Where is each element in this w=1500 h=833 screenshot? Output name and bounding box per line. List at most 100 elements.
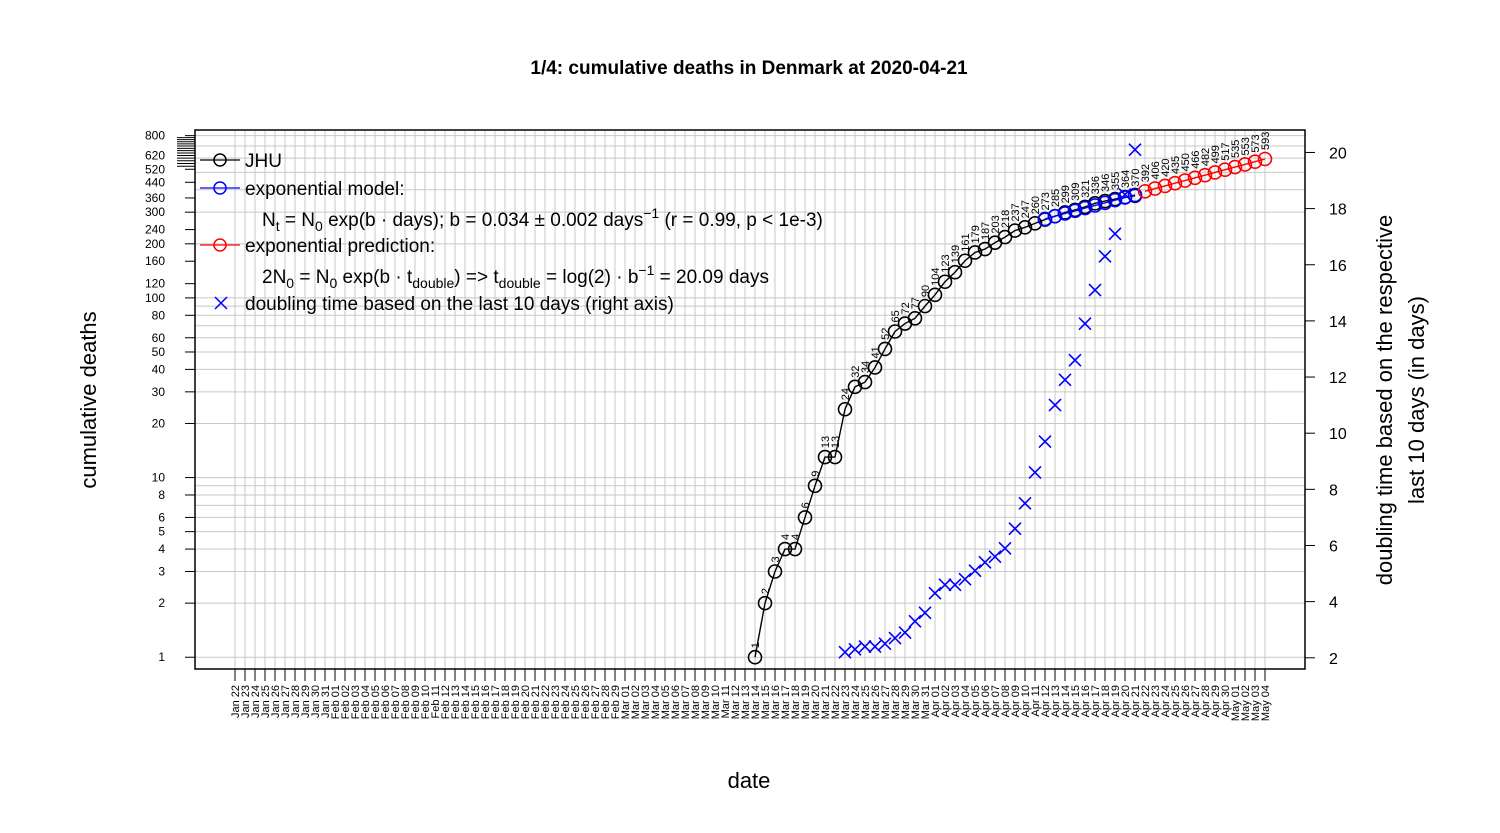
y-tick-label-right: 20: [1329, 145, 1347, 162]
x-tick-label: Apr 22: [1140, 685, 1152, 717]
data-label: 4: [790, 534, 802, 540]
x-tick-label: Apr 20: [1120, 685, 1132, 717]
y-tick-label-left: 100: [145, 291, 165, 305]
point-circle-1: [1067, 203, 1083, 219]
legend-marker-doubling: [214, 296, 228, 310]
x-tick-label: Apr 08: [1000, 685, 1012, 717]
chart-title: 1/4: cumulative deaths in Denmark at 202…: [530, 58, 968, 79]
plot-frame: [194, 129, 1306, 670]
y-tick-label-right: 14: [1329, 314, 1347, 331]
x-tick-label: Apr 19: [1110, 685, 1122, 717]
x-tick-label: Feb 26: [580, 685, 592, 719]
y-tick-label-left: 3: [158, 565, 165, 579]
x-tick-label: Feb 25: [570, 685, 582, 719]
point-circle-1: [1117, 190, 1133, 205]
point-circle-2: [1177, 173, 1193, 188]
data-label: 336: [1090, 176, 1102, 194]
data-label: 34: [860, 361, 872, 373]
x-tick-label: Apr 02: [940, 685, 952, 717]
y-tick-label-right: 12: [1329, 370, 1347, 387]
x-tick-label: Feb 22: [540, 685, 552, 719]
x-tick-label: Apr 10: [1020, 685, 1032, 717]
x-tick-label: Mar 24: [850, 685, 862, 719]
cross-stroke: [898, 625, 912, 640]
x-tick-label: Apr 14: [1060, 685, 1072, 717]
point-circle-0: [887, 324, 903, 339]
x-tick-label: Apr 03: [950, 685, 962, 717]
point-circle-0: [907, 310, 923, 326]
x-tick-label: Feb 21: [530, 685, 542, 719]
data-label: 179: [970, 225, 982, 243]
point-circle-0: [837, 401, 853, 417]
data-labels: 1234469131324323441526572779010412313916…: [750, 132, 1272, 649]
point-cross-3: [1008, 522, 1022, 536]
cross-stroke: [858, 639, 872, 654]
cross-stroke: [1088, 283, 1102, 297]
data-label: 466: [1190, 150, 1202, 168]
y-axis-right-label-line2: last 10 days (in days): [1404, 296, 1429, 504]
data-label: 450: [1180, 153, 1192, 171]
x-tick-label: Mar 27: [880, 685, 892, 719]
x-tick-label: Apr 30: [1220, 685, 1232, 717]
y-tick-label-left: 80: [152, 308, 166, 322]
x-tick-label: Feb 28: [600, 685, 612, 719]
data-label: 392: [1140, 164, 1152, 182]
x-tick-label: Mar 17: [780, 685, 792, 719]
x-tick-label: Feb 12: [440, 685, 452, 719]
point-circle-0: [767, 564, 783, 579]
x-tick-label: Mar 03: [640, 685, 652, 719]
cross-stroke: [1018, 496, 1032, 510]
data-label: 299: [1060, 185, 1072, 203]
x-tick-label: Apr 04: [960, 685, 972, 717]
data-label: 499: [1210, 145, 1222, 163]
data-label: 321: [1080, 180, 1092, 198]
data-label: 273: [1040, 192, 1052, 210]
legend-prediction-formula: 2N0 = N0 exp(b · tdouble) => tdouble = l…: [262, 262, 769, 291]
point-circle-0: [747, 649, 763, 665]
x-tick-label: Feb 24: [560, 685, 572, 719]
point-circle-0: [807, 478, 823, 494]
cross-stroke: [838, 645, 852, 659]
data-label: 77: [910, 297, 922, 309]
point-circle-2: [1207, 165, 1223, 180]
data-label: 517: [1220, 142, 1232, 160]
y-tick-label-left: 8: [158, 488, 165, 502]
x-tick-label: Jan 29: [300, 685, 312, 718]
data-label: 482: [1200, 148, 1212, 166]
data-label: 1: [750, 642, 762, 648]
data-label: 593: [1260, 132, 1272, 150]
x-tick-label: May 04: [1260, 685, 1272, 721]
data-label: 65: [890, 310, 902, 322]
data-label: 32: [850, 366, 862, 378]
x-tick-label: Apr 29: [1210, 685, 1222, 717]
cross-stroke: [1108, 227, 1122, 241]
data-label: 435: [1170, 156, 1182, 174]
point-circle-0: [1027, 216, 1043, 231]
point-circle-0: [777, 541, 793, 557]
x-tick-label: May 03: [1250, 685, 1262, 721]
point-cross-3: [948, 578, 962, 592]
point-cross-3: [908, 614, 922, 628]
x-tick-label: Feb 08: [400, 685, 412, 719]
data-label: 370: [1130, 168, 1142, 186]
x-tick-label: Feb 03: [350, 685, 362, 719]
legend-label-doubling: doubling time based on the last 10 days …: [245, 294, 674, 315]
x-tick-label: Apr 17: [1090, 685, 1102, 717]
cross-stroke: [878, 637, 892, 651]
x-tick-label: Jan 23: [240, 685, 252, 718]
cross-stroke: [968, 564, 982, 578]
point-circle-1: [1097, 195, 1113, 211]
point-cross-3: [1078, 317, 1092, 331]
y-axis-right-label-line1: doubling time based on the respective: [1372, 215, 1397, 586]
point-circle-0: [757, 595, 773, 611]
x-tick-label: Feb 11: [430, 685, 442, 718]
data-label: 123: [940, 254, 952, 272]
x-tick-label: Jan 27: [280, 685, 292, 718]
x-tick-label: Mar 13: [740, 685, 752, 719]
point-circle-0: [967, 245, 983, 260]
y-tick-label-left: 4: [158, 542, 165, 556]
x-tick-label: Mar 07: [680, 685, 692, 719]
point-circle-0: [997, 229, 1013, 245]
